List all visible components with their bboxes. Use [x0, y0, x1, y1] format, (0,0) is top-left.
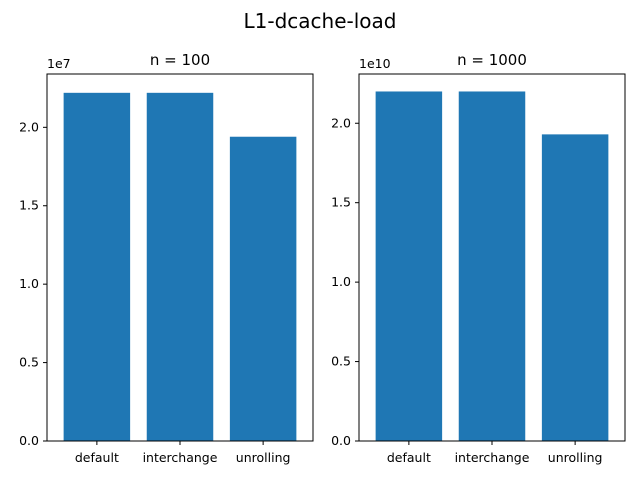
y-tick-label: 1.0	[331, 274, 351, 289]
y-tick-label: 0.5	[19, 355, 39, 370]
y-tick-label: 2.0	[19, 119, 39, 134]
y-tick-label: 0.5	[331, 354, 351, 369]
bar-interchange	[146, 92, 214, 442]
bar-unrolling	[229, 136, 297, 441]
subplot-n-1000: 0.0 0.5 1.0 1.5 2.0 default interchange unrolli…	[331, 51, 626, 465]
subplot-n-100: 0.0 0.5 1.0 1.5 2.0 default interchange unrolli…	[19, 51, 314, 465]
x-tick-label-interchange: interchange	[143, 450, 218, 465]
y-offset-label: 1e10	[359, 56, 391, 71]
x-tick-label-unrolling: unrolling	[236, 450, 291, 465]
y-tick-label: 1.5	[19, 198, 39, 213]
subplot-title: n = 1000	[457, 51, 527, 69]
x-tick-label-default: default	[387, 450, 431, 465]
x-tick-label-interchange: interchange	[455, 450, 530, 465]
y-tick-label: 0.0	[19, 433, 39, 448]
bar-interchange	[458, 91, 526, 441]
bar-default	[375, 91, 443, 441]
x-tick-label-unrolling: unrolling	[548, 450, 603, 465]
y-tick-label: 1.5	[331, 195, 351, 210]
bar-unrolling	[541, 134, 609, 441]
subplot-title: n = 100	[150, 51, 210, 69]
x-tick-label-default: default	[75, 450, 119, 465]
y-tick-label: 1.0	[19, 276, 39, 291]
figure-title: L1-dcache-load	[244, 9, 397, 33]
y-tick-label: 0.0	[331, 433, 351, 448]
y-offset-label: 1e7	[47, 56, 71, 71]
y-tick-label: 2.0	[331, 115, 351, 130]
bar-default	[63, 92, 131, 442]
